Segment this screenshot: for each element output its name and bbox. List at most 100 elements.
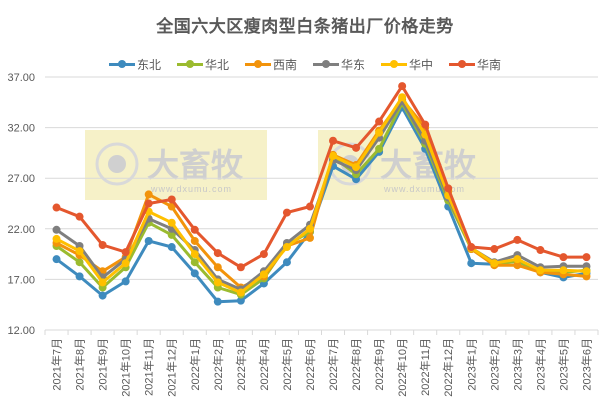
x-tick-label: 2023年3月 (510, 338, 524, 391)
data-point (52, 225, 61, 234)
data-point (582, 253, 591, 262)
data-point (352, 143, 361, 152)
data-point (490, 245, 499, 254)
legend-line-marker-icon (313, 60, 339, 68)
x-tick-label: 2022年9月 (372, 338, 386, 391)
data-point (190, 250, 199, 259)
data-point (259, 270, 268, 279)
data-point (398, 93, 407, 102)
x-tick-label: 2022年3月 (234, 338, 248, 391)
data-point (75, 258, 84, 267)
legend-item: 西南 (244, 56, 297, 73)
x-tick-label: 2023年1月 (464, 338, 478, 391)
y-tick-label: 17.00 (7, 274, 35, 286)
data-point (305, 224, 314, 233)
watermark-brand: 大畜牧 (147, 146, 244, 184)
x-tick-label: 2022年5月 (280, 338, 294, 391)
legend-label: 华南 (477, 58, 502, 72)
legend-line-marker-icon (381, 60, 408, 68)
data-point (490, 259, 499, 268)
data-point (144, 190, 153, 199)
data-point (236, 288, 245, 297)
series-layer (52, 82, 591, 306)
x-tick-label: 2021年7月 (50, 338, 64, 391)
data-point (121, 248, 130, 257)
data-point (75, 272, 84, 281)
chart-title: 全国六大区瘦肉型白条猪出厂价格走势 (156, 17, 454, 37)
y-tick-label: 22.00 (7, 224, 35, 236)
y-tick-label: 37.00 (7, 72, 35, 84)
data-point (98, 291, 107, 300)
data-point (282, 258, 291, 267)
data-point (236, 263, 245, 272)
data-point (352, 163, 361, 172)
data-point (190, 236, 199, 245)
data-point (305, 202, 314, 211)
data-point (167, 243, 176, 252)
x-tick-label: 2022年7月 (326, 338, 340, 391)
data-point (213, 297, 222, 306)
data-point (559, 266, 568, 275)
x-tick-label: 2021年8月 (73, 338, 87, 391)
data-point (213, 278, 222, 287)
data-point (398, 82, 407, 91)
data-point (190, 225, 199, 234)
data-point (75, 247, 84, 256)
x-tick-label: 2022年4月 (257, 338, 271, 391)
legend-label: 华中 (409, 58, 434, 72)
x-tick-label: 2022年10月 (395, 338, 409, 397)
data-point (305, 233, 314, 242)
data-point (536, 246, 545, 255)
legend-item: 华东 (313, 56, 365, 73)
data-point (52, 203, 61, 212)
data-point (98, 278, 107, 287)
data-point (329, 136, 338, 145)
legend: 东北 华北 西南 华东 华中 华南 (0, 56, 610, 73)
data-point (121, 277, 130, 286)
data-point (98, 240, 107, 249)
legend-item: 东北 (108, 56, 161, 73)
y-axis: 12.00 17.00 22.00 27.00 32.00 37.00 (7, 72, 35, 337)
x-tick-label: 2023年5月 (556, 338, 570, 391)
data-point (259, 250, 268, 259)
data-point (190, 258, 199, 267)
x-tick-label: 2021年12月 (165, 338, 179, 397)
x-tick-label: 2022年6月 (303, 338, 317, 391)
data-point (513, 255, 522, 264)
data-point (121, 259, 130, 268)
x-tick-label: 2022年12月 (441, 338, 455, 397)
x-tick-label: 2023年4月 (533, 338, 547, 391)
x-tick-label: 2022年2月 (211, 338, 225, 391)
x-tick-label: 2022年8月 (349, 338, 363, 391)
data-point (467, 243, 476, 252)
legend-line-marker-icon (108, 60, 135, 68)
watermark-url: www.dxumu.com (150, 184, 232, 194)
data-point (282, 208, 291, 217)
y-tick-label: 12.00 (7, 325, 35, 337)
legend-line-marker-icon (176, 60, 203, 68)
legend-label: 华东 (341, 58, 366, 72)
legend-item: 华中 (381, 56, 433, 73)
x-tick-label: 2021年11月 (142, 338, 156, 396)
legend-label: 西南 (272, 58, 297, 72)
x-axis: 2021年7月 2021年8月 2021年9月 2021年10月 2021年11月 202… (44, 330, 599, 397)
watermark-url: www.dxumu.com (383, 184, 465, 194)
data-point (144, 236, 153, 245)
data-point (167, 230, 176, 239)
x-tick-label: 2022年1月 (188, 338, 202, 391)
legend-item: 华南 (449, 56, 501, 73)
legend-line-marker-icon (244, 60, 271, 68)
data-point (513, 261, 522, 270)
data-point (582, 267, 591, 276)
data-point (167, 195, 176, 204)
x-tick-label: 2021年10月 (119, 338, 133, 397)
data-point (167, 218, 176, 227)
data-point (52, 234, 61, 243)
legend-item: 华北 (176, 56, 229, 73)
data-point (52, 255, 61, 264)
legend-label: 华北 (204, 58, 229, 72)
x-tick-label: 2021年9月 (96, 338, 110, 391)
data-point (421, 120, 430, 129)
